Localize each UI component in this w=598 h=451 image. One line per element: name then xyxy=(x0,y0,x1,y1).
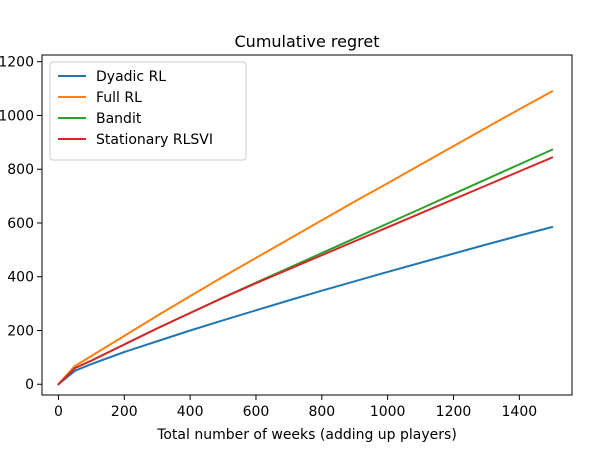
series-line-full-rl xyxy=(57,90,554,386)
y-tick-label: 1000 xyxy=(0,108,34,124)
legend-box xyxy=(49,61,247,161)
y-tick-label: 400 xyxy=(7,270,34,286)
y-tick-label: 800 xyxy=(7,162,34,178)
x-tick-label: 1000 xyxy=(370,404,406,420)
y-axis: 0 200 400 600 800 1000 1200 xyxy=(0,55,42,393)
x-tick-label: 1400 xyxy=(502,404,538,420)
series-line-stationary-rlsvi xyxy=(57,156,554,386)
series-line-dyadic-rl xyxy=(57,226,554,386)
x-tick-label: 1200 xyxy=(436,404,472,420)
y-tick-label: 0 xyxy=(25,377,34,393)
x-axis: 0 200 400 600 800 1000 1200 1400 xyxy=(54,395,537,420)
legend-label: Dyadic RL xyxy=(96,69,166,85)
chart-title: Cumulative regret xyxy=(235,32,380,51)
y-tick-label: 600 xyxy=(7,216,34,232)
y-tick-label: 200 xyxy=(7,323,34,339)
x-tick-label: 400 xyxy=(177,404,204,420)
legend-label: Full RL xyxy=(96,90,142,106)
legend: Dyadic RL Full RL Bandit Stationary RLSVI xyxy=(49,61,247,161)
x-tick-label: 0 xyxy=(54,404,63,420)
x-tick-label: 600 xyxy=(243,404,270,420)
axes-frame xyxy=(41,54,573,396)
x-tick-label: 200 xyxy=(111,404,138,420)
legend-label: Bandit xyxy=(96,111,142,127)
legend-label: Stationary RLSVI xyxy=(96,132,213,148)
x-tick-label: 800 xyxy=(308,404,335,420)
y-tick-label: 1200 xyxy=(0,55,34,71)
plot-area xyxy=(57,90,554,386)
x-axis-title: Total number of weeks (adding up players… xyxy=(156,427,457,443)
